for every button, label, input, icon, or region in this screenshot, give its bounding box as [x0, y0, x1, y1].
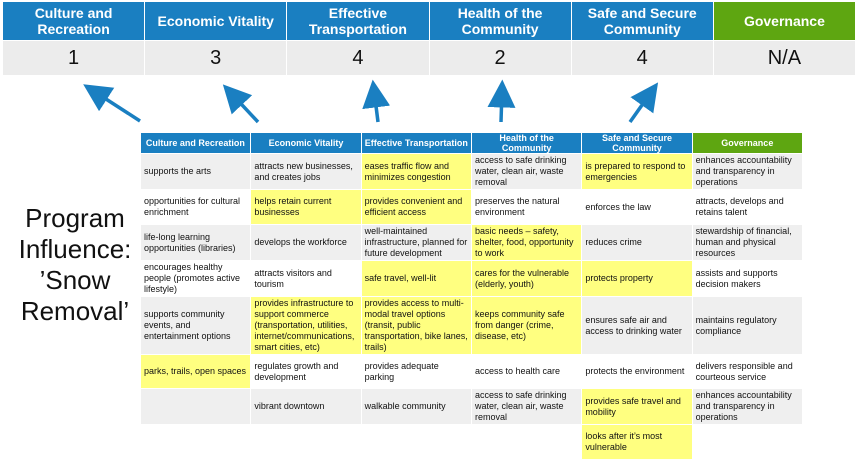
program-title: Program Influence: ’Snow Removal’	[0, 203, 150, 327]
table-cell: walkable community	[360, 388, 472, 425]
table-cell: assists and supports decision makers	[691, 260, 804, 297]
table-cell: safe travel, well-lit	[360, 260, 472, 297]
table-cell: reduces crime	[581, 224, 693, 261]
table-cell: opportunities for cultural enrichment	[139, 189, 252, 225]
table-cell: supports the arts	[139, 153, 252, 190]
table-cell: provides convenient and efficient access	[360, 189, 472, 225]
category-score: N/A	[713, 40, 856, 75]
category-header: Effective Transportation	[287, 2, 430, 40]
table-cell: protects the environment	[581, 354, 693, 389]
score-summary: Culture and Recreation Economic Vitality E…	[3, 2, 856, 75]
table-row: life-long learning opportunities (librar…	[139, 224, 804, 261]
table-cell: cares for the vulnerable (elderly, youth…	[470, 260, 583, 297]
table-cell: delivers responsible and courteous servi…	[691, 354, 804, 389]
category-header: Governance	[713, 2, 856, 40]
table-cell: attracts, develops and retains talent	[691, 189, 804, 225]
table-cell	[250, 424, 362, 460]
table-cell: vibrant downtown	[250, 388, 362, 425]
program-title-line: Removal’	[20, 296, 130, 326]
table-cell: encourages healthy people (promotes acti…	[139, 260, 252, 297]
table-cell: access to safe drinking water, clean air…	[470, 388, 583, 425]
category-header: Culture and Recreation	[3, 2, 146, 40]
table-header: Governance	[692, 133, 804, 154]
table-cell: develops the workforce	[250, 224, 362, 261]
table-cell	[139, 424, 252, 460]
table-cell: ensures safe air and access to drinking …	[581, 296, 693, 355]
table-cell: enhances accountability and transparency…	[691, 153, 804, 190]
table-cell: regulates growth and development	[250, 354, 362, 389]
table-cell: well-maintained infrastructure, planned …	[360, 224, 472, 261]
table-row: looks after it’s most vulnerable	[139, 424, 804, 460]
table-cell	[139, 388, 252, 425]
table-cell: provides access to multi-modal travel op…	[360, 296, 472, 355]
table-cell: eases traffic flow and minimizes congest…	[360, 153, 472, 190]
category-header: Safe and Secure Community	[571, 2, 714, 40]
table-cell	[360, 424, 472, 460]
category-score: 3	[145, 40, 288, 75]
table-header: Economic Vitality	[250, 133, 362, 154]
category-score: 4	[571, 40, 714, 75]
arrow-icon	[487, 79, 516, 123]
arrow-icon	[628, 82, 659, 124]
table-cell: attracts new businesses, and creates job…	[250, 153, 362, 190]
category-header: Health of the Community	[429, 2, 572, 40]
table-cell	[691, 424, 804, 460]
table-cell: supports community events, and entertain…	[139, 296, 252, 355]
table-cell: provides infrastructure to support comme…	[250, 296, 362, 355]
table-header: Effective Transportation	[361, 133, 472, 154]
table-cell: protects property	[581, 260, 693, 297]
table-cell: looks after it’s most vulnerable	[581, 424, 693, 460]
table-cell: basic needs – safety, shelter, food, opp…	[470, 224, 583, 261]
table-cell: helps retain current businesses	[250, 189, 362, 225]
program-title-line: ’Snow	[39, 265, 111, 295]
category-header: Economic Vitality	[145, 2, 288, 40]
program-title-line: Influence:	[18, 234, 132, 264]
table-cell: enforces the law	[581, 189, 693, 225]
table-cell: access to health care	[470, 354, 583, 389]
table-cell: access to safe drinking water, clean air…	[470, 153, 583, 190]
table-row: encourages healthy people (promotes acti…	[139, 260, 804, 297]
arrows	[83, 79, 659, 124]
category-score: 2	[429, 40, 572, 75]
table-cell: parks, trails, open spaces	[139, 354, 252, 389]
table-cell: enhances accountability and transparency…	[691, 388, 804, 425]
table-cell: life-long learning opportunities (librar…	[139, 224, 252, 261]
category-score: 1	[3, 40, 146, 75]
arrow-icon	[222, 84, 260, 124]
program-title-line: Program	[25, 203, 125, 233]
table-cell: attracts visitors and tourism	[250, 260, 362, 297]
table-cell: provides adequate parking	[360, 354, 472, 389]
table-header: Health of the Community	[471, 133, 583, 154]
table-cell: is prepared to respond to emergencies	[581, 153, 693, 190]
table-row: vibrant downtown walkable community access…	[139, 388, 804, 425]
table-cell: preserves the natural environment	[470, 189, 583, 225]
criteria-table: Culture and Recreation Economic Vitality E…	[139, 133, 804, 460]
category-score: 4	[287, 40, 430, 75]
table-cell: maintains regulatory compliance	[691, 296, 804, 355]
table-cell: stewardship of financial, human and phys…	[691, 224, 804, 261]
table-row: supports the arts attracts new businesses…	[139, 153, 804, 190]
table-cell: provides safe travel and mobility	[581, 388, 693, 425]
table-row: opportunities for cultural enrichment hel…	[139, 189, 804, 225]
table-header: Safe and Secure Community	[581, 133, 693, 154]
table-row: supports community events, and entertain…	[139, 296, 804, 355]
table-cell: keeps community safe from danger (crime,…	[470, 296, 583, 355]
arrow-icon	[362, 79, 391, 123]
table-cell	[470, 424, 583, 460]
table-header: Culture and Recreation	[140, 133, 252, 154]
table-row: parks, trails, open spaces regulates grow…	[139, 354, 804, 389]
arrow-icon	[83, 84, 141, 123]
